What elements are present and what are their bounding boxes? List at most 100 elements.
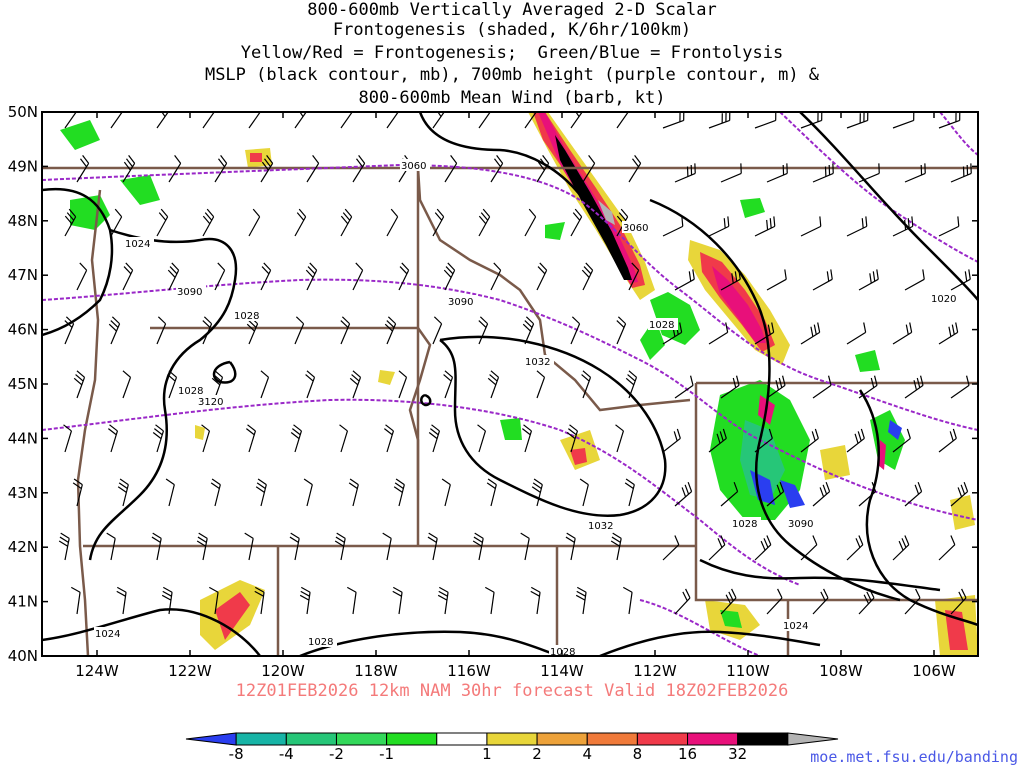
mslp-label: 1028 [308, 637, 333, 648]
wind-barb [858, 588, 875, 615]
wind-barb [477, 424, 487, 453]
longitude-axis: 124W 122W 120W 118W 116W 114W 112W 110W 108W 106W [75, 112, 956, 680]
wind-barb [904, 481, 923, 507]
wind-barb [289, 532, 300, 561]
wind-barb [303, 478, 313, 507]
wind-barb [306, 155, 320, 183]
wind-barb [167, 262, 180, 291]
wind-barb [950, 588, 967, 615]
wind-barb [108, 316, 121, 345]
wind-barb [398, 370, 408, 399]
height-label: 3090 [448, 297, 473, 308]
wind-barb [214, 262, 226, 291]
wind-barb [348, 478, 359, 507]
wind-barb [938, 322, 959, 345]
lon-label: 114W [540, 662, 584, 680]
wind-barb [490, 262, 502, 291]
title-line-5: 800-600mb Mean Wind (barb, kt) [358, 88, 666, 108]
lon-label: 112W [633, 662, 677, 680]
wind-barb [766, 163, 788, 183]
wind-barb [950, 481, 969, 507]
colorbar-swatch [285, 732, 337, 746]
wind-barb [382, 532, 392, 561]
wind-barb [674, 588, 691, 615]
wind-barb [64, 316, 75, 345]
wind-barb [352, 262, 364, 291]
lat-label: 42N [8, 538, 38, 556]
wind-barb [437, 586, 449, 615]
colorbar-swatch [787, 732, 839, 746]
wind-barb [254, 586, 265, 615]
lon-label: 124W [75, 662, 119, 680]
wind-barb [565, 532, 576, 561]
wind-barb [615, 424, 625, 453]
wind-barb [812, 481, 831, 507]
wind-barb [161, 586, 173, 615]
wind-barb [520, 532, 530, 561]
wind-barb [202, 316, 213, 345]
wind-barb [579, 478, 589, 507]
mslp-label: 1020 [931, 294, 956, 305]
wind-barb [110, 112, 123, 129]
colorbar-swatch [386, 732, 438, 746]
wind-barb [156, 316, 167, 345]
lat-label: 41N [8, 593, 38, 611]
mslp-label: 1024 [783, 621, 808, 632]
wind-barb [340, 208, 353, 237]
wind-barb [846, 322, 867, 345]
lon-label: 116W [447, 662, 491, 680]
mslp-label: 1032 [525, 357, 550, 368]
wind-barb [570, 112, 583, 129]
wind-barb [800, 428, 819, 453]
wind-barb [800, 535, 818, 561]
wind-barb [616, 316, 627, 345]
height-label: 3060 [623, 223, 648, 234]
wind-barb [754, 428, 773, 453]
wind-barb [674, 269, 695, 291]
wind-barb [432, 112, 445, 129]
wind-barb [674, 375, 694, 399]
wind-barb [566, 424, 579, 453]
wind-barb [73, 370, 86, 399]
wind-barb [196, 532, 208, 561]
wind-barb [570, 316, 581, 345]
wind-barb [156, 112, 169, 129]
wind-barb [720, 375, 740, 399]
height-label: 3060 [401, 161, 426, 172]
height-label: 3120 [198, 397, 223, 408]
wind-barb [392, 586, 403, 615]
colorbar-tick-label: -2 [329, 745, 344, 763]
mslp-label: 1032 [588, 521, 613, 532]
wind-barb [211, 370, 224, 399]
wind-barb [938, 535, 956, 561]
wind-barb [708, 428, 727, 453]
mslp-contours [42, 112, 978, 656]
wind-barb [812, 588, 829, 615]
wind-barb [106, 532, 116, 561]
colorbar-swatch [636, 732, 689, 746]
wind-barb [581, 262, 594, 291]
mslp-label: 1024 [125, 239, 150, 250]
wind-barb [76, 155, 90, 183]
mslp-label: 1024 [95, 629, 120, 640]
wind-barb [524, 208, 537, 237]
colorbar-swatch [335, 732, 388, 746]
wind-barb [892, 322, 913, 345]
title-line-2: Frontogenesis (shaded, K/6hr/100km) [332, 20, 692, 40]
wind-barb [662, 112, 685, 129]
wind-barb [570, 208, 583, 237]
colorbar-tick-label: 1 [482, 745, 492, 763]
wind-barb [625, 370, 638, 399]
title-line-1: 800-600mb Vertically Averaged 2-D Scalar [307, 0, 717, 20]
wind-barb [904, 269, 925, 291]
height-contours [42, 112, 978, 656]
wind-barb [151, 532, 162, 561]
credit-link[interactable]: moe.met.fsu.edu/banding [810, 748, 1018, 766]
wind-barb [64, 208, 77, 237]
wind-barb [904, 588, 921, 615]
wind-barb [443, 370, 454, 399]
wind-barb [800, 112, 823, 129]
wind-barb [478, 112, 491, 129]
wind-barb [950, 269, 971, 291]
wind-barb [530, 586, 541, 615]
